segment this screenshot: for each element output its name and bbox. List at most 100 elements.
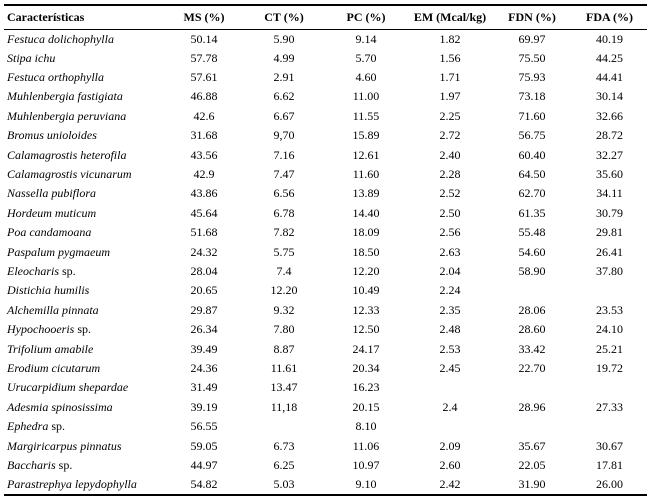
- cell-fdn: 28.96: [518, 399, 546, 414]
- cell-em: [408, 417, 492, 436]
- table-header: Características MS (%) CT (%) PC (%) EM …: [4, 4, 647, 30]
- cell-fdn: 61.35: [518, 205, 546, 220]
- cell-fdn: 22.05: [518, 457, 546, 472]
- header-pc: PC (%): [324, 4, 408, 30]
- cell-ct: 6.67: [273, 108, 295, 123]
- table-row: Festuca orthophylla 57.61 2.91 4.60 1.71 75.9…: [4, 68, 647, 87]
- species-name: Nassella pubiflora: [7, 186, 97, 201]
- cell-fda: 26.41: [596, 244, 623, 259]
- table-row: Baccharis sp. 44.97 6.25 10.97 2.60 22.05 17.8…: [4, 456, 647, 475]
- species-name: Bromus unioloides: [7, 128, 97, 143]
- table-row: Muhlenbergia peruviana 42.6 6.67 11.55 2.25 7…: [4, 107, 647, 126]
- table-row: Hordeum muticum 45.64 6.78 14.40 2.50 61.35 30…: [4, 204, 647, 223]
- species-cell: Trifolium amabile: [4, 339, 164, 358]
- cell-fdn: 35.67: [518, 438, 546, 453]
- cell-fda: 34.11: [596, 186, 623, 201]
- cell-ct: 6.62: [273, 89, 295, 104]
- cell-ct: 6.25: [273, 457, 295, 472]
- cell-ct: 6.73: [273, 438, 295, 453]
- cell-ct: 5.90: [273, 31, 295, 46]
- species-name: Urucarpidium shepardae: [7, 380, 129, 395]
- cell-em: 2.63: [439, 244, 461, 259]
- species-cell: Bromus unioloides: [4, 126, 164, 145]
- header-ms: MS (%): [164, 4, 244, 30]
- species-suffix: sp.: [74, 322, 91, 337]
- cell-fda: 17.81: [596, 457, 623, 472]
- cell-fdn: [492, 378, 572, 397]
- species-cell: Alchemilla pinnata: [4, 301, 164, 320]
- cell-ms: 28.04: [190, 263, 218, 278]
- cell-ms: 43.86: [190, 186, 218, 201]
- cell-fdn: 73.18: [518, 89, 546, 104]
- cell-pc: 18.50: [352, 244, 380, 259]
- cell-pc: 11.06: [352, 438, 380, 453]
- cell-fda: 19.72: [596, 360, 623, 375]
- species-cell: Ephedra sp.: [4, 417, 164, 436]
- cell-ms: 56.55: [190, 419, 218, 434]
- cell-fda: 24.10: [596, 322, 623, 337]
- table-row: Nassella pubiflora 43.86 6.56 13.89 2.52 62.7…: [4, 184, 647, 203]
- species-name: Paspalum pygmaeum: [7, 244, 110, 259]
- species-name: Muhlenbergia peruviana: [7, 108, 127, 123]
- cell-ms: 29.87: [190, 302, 218, 317]
- cell-fda: 29.81: [596, 225, 623, 240]
- cell-em: 2.60: [439, 457, 461, 472]
- cell-ct: 7.16: [273, 147, 295, 162]
- cell-fda: 44.25: [596, 50, 623, 65]
- cell-ct: 5.75: [273, 244, 295, 259]
- cell-em: 2.50: [439, 205, 461, 220]
- header-em: EM (Mcal/kg): [408, 4, 492, 30]
- species-cell: Adesmia spinosissima: [4, 398, 164, 417]
- cell-fda: 32.66: [596, 108, 623, 123]
- species-name: Trifolium amabile: [7, 341, 94, 356]
- cell-fdn: 62.70: [518, 186, 546, 201]
- species-name: Margiricarpus pinnatus: [7, 438, 122, 453]
- species-cell: Muhlenbergia fastigiata: [4, 87, 164, 106]
- cell-fda: 26.00: [572, 475, 647, 497]
- cell-fda: [572, 378, 647, 397]
- cell-fdn: 54.60: [518, 244, 546, 259]
- header-row: Características MS (%) CT (%) PC (%) EM …: [4, 4, 647, 30]
- cell-ct: 9.32: [273, 302, 295, 317]
- cell-pc: 10.49: [352, 283, 380, 298]
- cell-pc: 20.15: [352, 399, 380, 414]
- cell-ct: 12.20: [270, 283, 298, 298]
- species-name: Calamagrostis heterofila: [7, 147, 127, 162]
- table-row: Paspalum pygmaeum 24.32 5.75 18.50 2.63 54.60…: [4, 242, 647, 261]
- cell-ct: 4.99: [273, 50, 295, 65]
- cell-fda: 30.79: [596, 205, 623, 220]
- cell-ct: 11.61: [270, 360, 298, 375]
- cell-em: 1.56: [439, 50, 461, 65]
- cell-pc: 11.60: [352, 167, 380, 182]
- cell-em: 1.82: [439, 31, 461, 46]
- cell-ms: 45.64: [190, 205, 218, 220]
- cell-fda: 23.53: [596, 302, 623, 317]
- species-cell: Margiricarpus pinnatus: [4, 436, 164, 455]
- cell-ms: 24.36: [190, 360, 218, 375]
- cell-pc: 9.10: [324, 475, 408, 497]
- cell-fda: 30.67: [596, 438, 623, 453]
- cell-em: 2.04: [439, 263, 461, 278]
- cell-pc: 10.97: [352, 457, 380, 472]
- table-row: Hypochooeris sp. 26.34 7.80 12.50 2.48 28.60 2…: [4, 320, 647, 339]
- cell-ms: 57.61: [190, 70, 218, 85]
- cell-ct: 9,70: [273, 128, 295, 143]
- cell-fdn: 28.06: [518, 302, 546, 317]
- table-row: Calamagrostis vicunarum 42.9 7.47 11.60 2.28…: [4, 165, 647, 184]
- cell-em: 1.71: [439, 70, 461, 85]
- species-name: Stipa ichu: [7, 50, 56, 65]
- cell-fda: 40.19: [596, 31, 623, 46]
- cell-em: 2.28: [439, 167, 461, 182]
- cell-fdn: [492, 281, 572, 300]
- species-name: Festuca orthophylla: [7, 70, 104, 85]
- species-cell: Calamagrostis heterofila: [4, 145, 164, 164]
- species-cell: Erodium cicutarum: [4, 359, 164, 378]
- cell-ct: 8.87: [273, 341, 295, 356]
- cell-ct: 6.78: [273, 205, 295, 220]
- species-name: Baccharis: [7, 457, 56, 472]
- cell-fda: 32.27: [596, 147, 623, 162]
- cell-em: [408, 378, 492, 397]
- cell-em: 2.09: [439, 438, 461, 453]
- cell-ms: 20.65: [190, 283, 218, 298]
